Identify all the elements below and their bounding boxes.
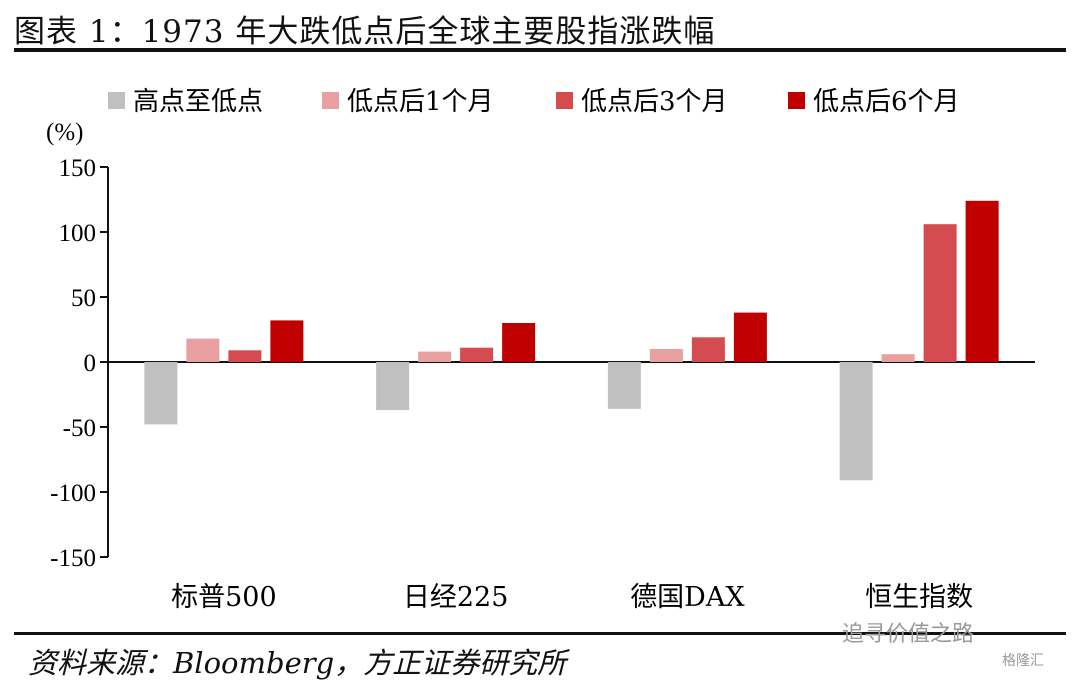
watermark-text: 追寻价值之路 bbox=[842, 622, 975, 647]
bottom-rule bbox=[14, 632, 1066, 635]
legend-label: 低点后6个月 bbox=[813, 87, 960, 117]
y-tick-label: 100 bbox=[59, 220, 97, 247]
bar bbox=[270, 320, 304, 362]
category-label: 恒生指数 bbox=[865, 582, 973, 613]
bar bbox=[965, 200, 999, 362]
y-tick-label: 0 bbox=[84, 350, 97, 377]
bar bbox=[923, 224, 957, 362]
bar bbox=[376, 362, 410, 411]
legend-swatch bbox=[108, 92, 125, 109]
category-label: 日经225 bbox=[403, 582, 509, 613]
chart-area: 高点至低点 低点后1个月 低点后3个月 低点后6个月 (%) 150 100 50 0 -50… bbox=[46, 87, 1035, 613]
bar bbox=[460, 347, 494, 362]
y-tick-label: -100 bbox=[50, 480, 96, 507]
y-tick-label: 150 bbox=[59, 155, 97, 182]
bar bbox=[607, 362, 641, 409]
bar bbox=[144, 362, 178, 425]
legend-label: 低点后1个月 bbox=[347, 87, 494, 117]
legend-label: 高点至低点 bbox=[133, 87, 263, 117]
bar bbox=[839, 362, 873, 481]
bar bbox=[228, 350, 262, 362]
bar bbox=[418, 351, 452, 362]
source-note: 资料来源：Bloomberg，方正证券研究所 bbox=[28, 646, 567, 680]
legend: 高点至低点 低点后1个月 低点后3个月 低点后6个月 bbox=[108, 87, 960, 117]
y-axis-unit-label: (%) bbox=[46, 119, 83, 146]
legend-label: 低点后3个月 bbox=[581, 87, 728, 117]
bar bbox=[502, 323, 536, 362]
bars bbox=[144, 200, 999, 481]
bar bbox=[881, 354, 915, 362]
y-axis-ticks: 150 100 50 0 -50 -100 -150 bbox=[50, 155, 108, 572]
top-rule bbox=[14, 48, 1066, 52]
bar bbox=[691, 337, 725, 362]
watermark-logo: 格隆汇 bbox=[1002, 653, 1044, 669]
category-labels: 标普500 日经225 德国DAX 恒生指数 bbox=[171, 582, 973, 613]
category-label: 标普500 bbox=[171, 582, 277, 613]
legend-swatch bbox=[556, 92, 573, 109]
bar bbox=[733, 312, 767, 362]
bar bbox=[186, 338, 220, 362]
y-tick-label: -150 bbox=[50, 545, 96, 572]
legend-swatch bbox=[322, 92, 339, 109]
y-tick-label: 50 bbox=[71, 285, 96, 312]
y-tick-label: -50 bbox=[63, 415, 96, 442]
category-label: 德国DAX bbox=[630, 582, 745, 613]
legend-swatch bbox=[788, 92, 805, 109]
bar bbox=[649, 349, 683, 362]
chart-title: 图表 1：1973 年大跌低点后全球主要股指涨跌幅 bbox=[14, 14, 716, 50]
